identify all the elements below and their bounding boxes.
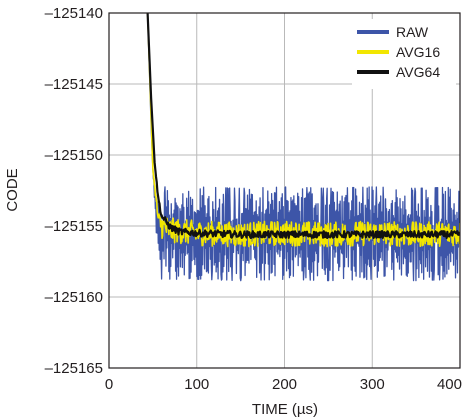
- x-axis-label: TIME (µs): [252, 401, 318, 418]
- y-tick-label: –125140: [45, 5, 103, 22]
- x-tick-label: 0: [105, 376, 113, 393]
- y-tick-label: –125145: [45, 76, 103, 93]
- series-avg64-line: [146, 13, 460, 240]
- y-axis-label: CODE: [4, 168, 21, 211]
- y-tick-label: –125160: [45, 289, 103, 306]
- x-tick-label: 100: [184, 376, 209, 393]
- legend-avg16-label: AVG16: [396, 44, 440, 60]
- series-avg16-line: [146, 13, 460, 248]
- legend: RAW AVG16 AVG64: [352, 19, 456, 89]
- legend-raw-label: RAW: [396, 24, 429, 40]
- x-tick-label: 200: [272, 376, 297, 393]
- series-group: [146, 13, 460, 282]
- y-tick-labels: –125140 –125145 –125150 –125155 –125160 –1251…: [45, 5, 103, 377]
- x-tick-label: 300: [360, 376, 385, 393]
- y-tick-label: –125150: [45, 147, 103, 164]
- legend-avg64-label: AVG64: [396, 64, 440, 80]
- x-tick-label: 400: [437, 376, 462, 393]
- x-tick-labels: 0 100 200 300 400: [105, 376, 462, 393]
- y-tick-label: –125155: [45, 218, 103, 235]
- y-tick-label: –125165: [45, 360, 103, 377]
- plot-frame: [108, 12, 461, 369]
